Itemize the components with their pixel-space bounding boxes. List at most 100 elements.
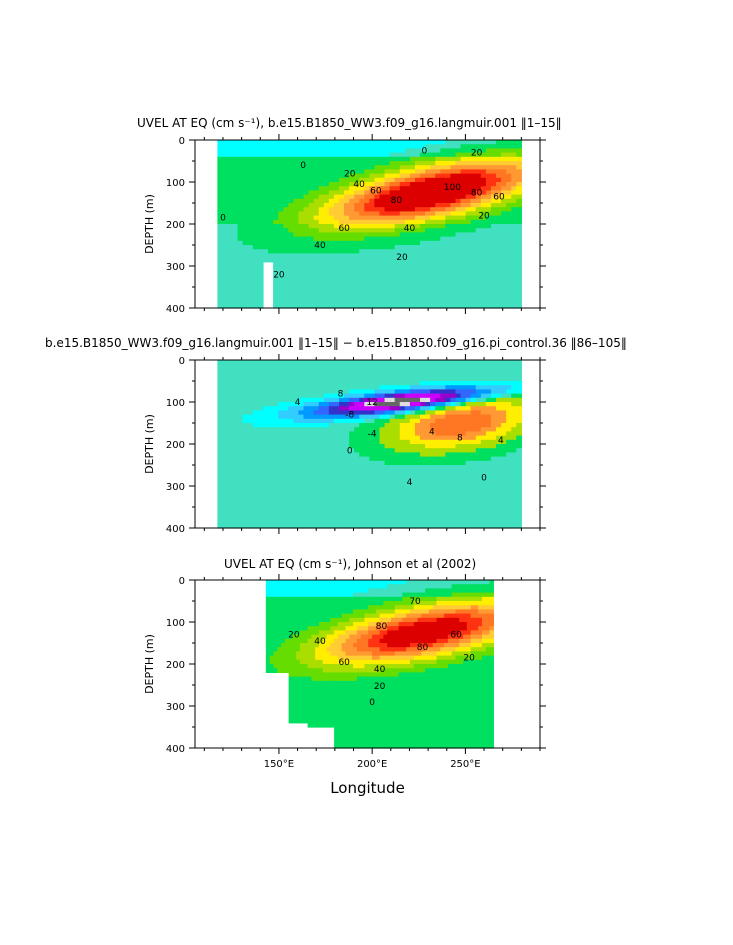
field-cell: [506, 381, 512, 386]
field-cell: [485, 253, 492, 259]
field-cell: [440, 257, 446, 263]
field-cell: [359, 456, 365, 462]
field-cell: [338, 211, 345, 217]
field-cell: [516, 435, 522, 441]
field-cell: [268, 156, 274, 162]
field-cell: [222, 389, 229, 395]
field-cell: [278, 303, 284, 309]
field-cell: [389, 207, 396, 212]
field-cell: [425, 295, 431, 301]
field-cell: [470, 173, 477, 179]
field-cell: [496, 402, 502, 407]
field-cell: [414, 257, 421, 263]
field-cell: [485, 406, 492, 411]
field-cell: [450, 389, 457, 395]
field-cell: [501, 211, 507, 217]
field-cell: [222, 245, 229, 250]
field-cell: [425, 148, 431, 154]
field-cell: [455, 364, 462, 369]
field-cell: [399, 282, 406, 288]
field-cell: [516, 460, 522, 466]
field-cell: [252, 385, 259, 390]
field-cell: [242, 460, 249, 466]
field-cell: [435, 295, 441, 301]
field-cell: [349, 152, 355, 158]
field-cell: [344, 523, 350, 529]
field-cell: [490, 198, 497, 204]
field-cell: [516, 291, 522, 296]
field-cell: [328, 448, 335, 453]
field-cell: [485, 207, 492, 212]
field-cell: [425, 232, 431, 238]
field-cell: [268, 194, 274, 200]
field-cell: [480, 448, 487, 453]
field-cell: [369, 173, 376, 179]
field-cell: [333, 410, 340, 416]
field-cell: [369, 452, 376, 458]
field-cell: [217, 140, 224, 145]
field-cell: [364, 165, 370, 170]
field-cell: [354, 519, 360, 525]
field-cell: [389, 406, 396, 411]
y-tick-label: 200: [166, 440, 185, 451]
field-cell: [354, 418, 360, 424]
field-cell: [420, 406, 426, 411]
field-cell: [303, 245, 310, 250]
field-cell: [344, 261, 350, 267]
field-cell: [485, 427, 492, 432]
field-cell: [227, 507, 234, 512]
field-cell: [404, 507, 411, 512]
field-cell: [450, 460, 457, 466]
field-cell: [389, 414, 396, 420]
field-cell: [435, 368, 441, 374]
field-cell: [435, 460, 441, 466]
field-cell: [359, 249, 365, 254]
field-cell: [303, 165, 310, 170]
field-cell: [485, 494, 492, 500]
field-cell: [450, 299, 457, 305]
field-cell: [490, 444, 497, 449]
field-cell: [450, 519, 457, 525]
field-cell: [414, 431, 421, 437]
field-cell: [435, 228, 441, 233]
field-cell: [222, 261, 229, 267]
field-cell: [511, 490, 517, 495]
field-cell: [414, 148, 421, 154]
field-cell: [242, 507, 249, 512]
field-cell: [293, 397, 300, 403]
field-cell: [313, 186, 320, 191]
field-cell: [404, 414, 411, 420]
field-cell: [430, 186, 436, 191]
field-cell: [303, 240, 310, 246]
field-cell: [440, 439, 446, 445]
field-cell: [298, 393, 305, 399]
field-cell: [506, 465, 512, 470]
field-cell: [242, 469, 249, 474]
field-cell: [354, 444, 360, 449]
field-cell: [257, 515, 264, 521]
field-cell: [511, 240, 517, 246]
field-cell: [480, 282, 487, 288]
field-cell: [252, 287, 259, 292]
field-cell: [237, 219, 244, 225]
field-cell: [222, 418, 229, 424]
field-cell: [409, 203, 416, 208]
field-cell: [399, 431, 406, 437]
field-cell: [465, 291, 472, 296]
field-cell: [217, 287, 224, 292]
field-cell: [379, 169, 386, 175]
field-cell: [242, 372, 249, 378]
field-cell: [394, 232, 401, 238]
field-cell: [359, 444, 365, 449]
field-cell: [318, 257, 325, 263]
field-cell: [242, 486, 249, 491]
field-cell: [338, 452, 345, 458]
field-cell: [354, 381, 360, 386]
field-cell: [242, 490, 249, 495]
field-cell: [460, 287, 467, 292]
field-cell: [379, 253, 386, 259]
field-cell: [328, 494, 335, 500]
field-cell: [227, 444, 234, 449]
field-cell: [389, 456, 396, 462]
field-cell: [389, 215, 396, 221]
